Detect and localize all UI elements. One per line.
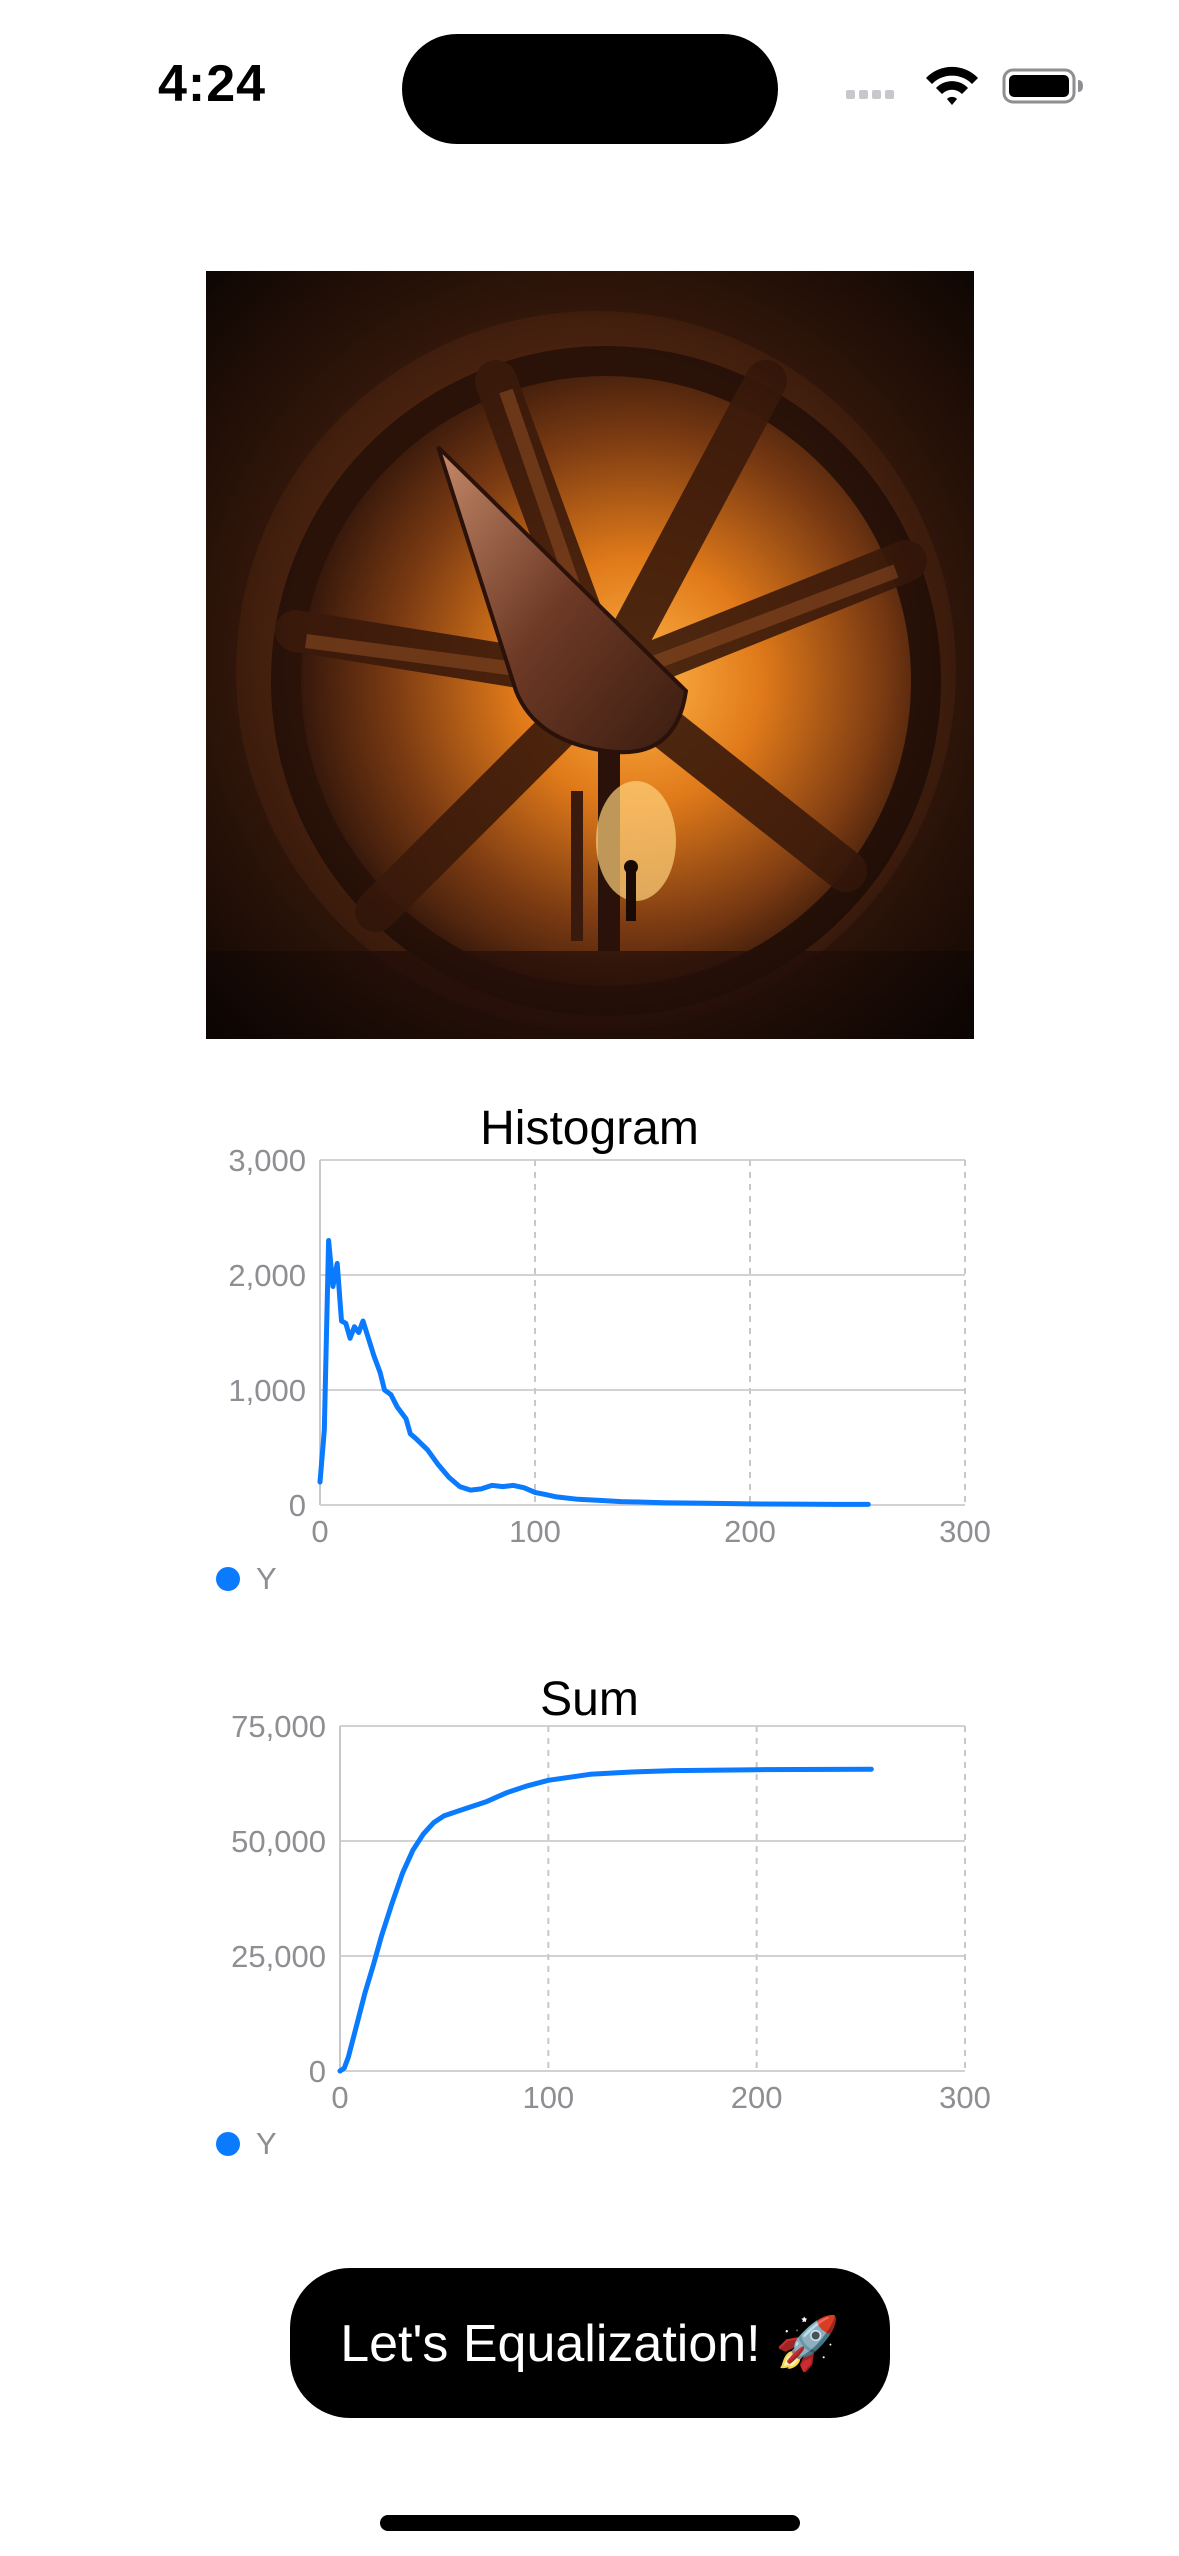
status-icons bbox=[846, 66, 1083, 105]
x-tick-label: 100 bbox=[509, 1514, 561, 1549]
chart-title: Sum bbox=[540, 1673, 639, 1726]
histogram-chart: Histogram 0 1,000 2,000 3,000 0 100 200 300 Y bbox=[0, 1095, 1179, 1655]
x-tick-label: 300 bbox=[939, 1514, 991, 1549]
wind-tunnel-photo bbox=[206, 271, 974, 1039]
status-time: 4:24 bbox=[158, 55, 267, 113]
battery-icon bbox=[1002, 68, 1083, 104]
y-tick-label: 3,000 bbox=[228, 1143, 306, 1178]
sum-plot: 0 25,000 50,000 75,000 0 100 200 300 Y bbox=[216, 1709, 991, 2161]
series-line-y bbox=[317, 1238, 871, 1507]
x-tick-label: 100 bbox=[522, 2080, 574, 2115]
y-tick-label: 25,000 bbox=[231, 1939, 326, 1974]
y-tick-label: 1,000 bbox=[228, 1373, 306, 1408]
legend-label: Y bbox=[256, 1561, 277, 1596]
x-tick-label: 0 bbox=[331, 2080, 348, 2115]
dynamic-island bbox=[402, 34, 778, 144]
cellular-dots-icon bbox=[846, 90, 894, 99]
x-tick-label: 0 bbox=[311, 1514, 328, 1549]
series-line-y bbox=[337, 1766, 874, 2074]
x-tick-label: 200 bbox=[724, 1514, 776, 1549]
x-tick-label: 200 bbox=[731, 2080, 783, 2115]
chart-title: Histogram bbox=[480, 1102, 699, 1155]
y-tick-label: 50,000 bbox=[231, 1824, 326, 1859]
legend-marker bbox=[216, 2132, 240, 2156]
status-bar: 4:24 bbox=[0, 0, 1179, 160]
histogram-plot: 0 1,000 2,000 3,000 0 100 200 300 Y bbox=[216, 1143, 991, 1596]
equalize-button[interactable]: Let's Equalization! 🚀 bbox=[290, 2268, 890, 2418]
legend-marker bbox=[216, 1567, 240, 1591]
y-tick-label: 2,000 bbox=[228, 1258, 306, 1293]
sum-chart: Sum 0 25,000 50,000 75,000 0 100 200 300 Y bbox=[0, 1666, 1179, 2226]
home-indicator[interactable] bbox=[380, 2515, 800, 2531]
y-tick-label: 0 bbox=[289, 1488, 306, 1523]
wifi-icon bbox=[926, 66, 978, 105]
y-tick-label: 0 bbox=[309, 2054, 326, 2089]
y-tick-label: 75,000 bbox=[231, 1709, 326, 1744]
legend-label: Y bbox=[256, 2126, 277, 2161]
x-tick-label: 300 bbox=[939, 2080, 991, 2115]
